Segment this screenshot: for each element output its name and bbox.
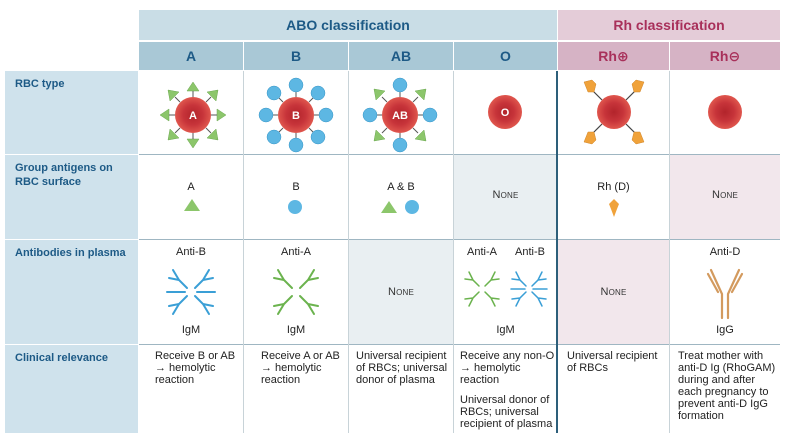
antigen-ab-text: A & B: [387, 181, 415, 193]
rbc-ab-cell: AB: [362, 77, 438, 153]
column-header-a: A: [139, 42, 243, 70]
row-label-rbc-type-text: RBC type: [15, 78, 65, 90]
anti-a-antibody-small-icon: [464, 271, 500, 307]
row-label-antigens: Group antigens on RBC surface: [5, 155, 138, 239]
row-label-rbc-type: RBC type: [5, 71, 138, 154]
row-divider-1: [139, 154, 780, 155]
abo-classification-header: ABO classification: [139, 10, 557, 40]
antibody-o-name-2: Anti-B: [515, 246, 545, 258]
column-header-ab-label: AB: [390, 48, 412, 64]
antibody-rh-negative-class: IgG: [716, 324, 734, 336]
anti-b-antibody-small-icon: [510, 271, 548, 307]
column-header-b: B: [244, 42, 348, 70]
abo-classification-title: ABO classification: [286, 17, 410, 33]
igg-antibody-icon: [706, 268, 744, 320]
antigen-a-triangles: [159, 81, 227, 149]
antibody-o-class: IgM: [496, 324, 515, 336]
antigen-b-circle-icon: [288, 200, 302, 214]
antibody-b-class: IgM: [286, 324, 306, 336]
rbc-o-cell: O: [488, 95, 522, 129]
antibody-b-name: Anti-A: [281, 246, 311, 258]
antigen-d-shapes: [583, 79, 645, 145]
rh-classification-title: Rh classification: [613, 17, 725, 33]
antibody-ab-none: None: [387, 286, 415, 298]
antigen-a-triangle-icon: [184, 199, 200, 211]
anti-b-antibody-icon: [166, 269, 216, 315]
row-label-antibodies-text: Antibodies in plasma: [15, 247, 126, 259]
rbc-b-cell: B: [258, 77, 334, 153]
col-divider-5: [669, 71, 670, 433]
row-label-antibodies: Antibodies in plasma: [5, 240, 138, 344]
anti-a-antibody-icon: [273, 269, 319, 315]
column-header-ab: AB: [349, 42, 453, 70]
cell-shade-ab-antibodies: [349, 240, 453, 344]
rh-classification-header: Rh classification: [558, 10, 780, 40]
col-divider-2: [348, 71, 349, 433]
antigen-rh-negative-none: None: [711, 189, 739, 201]
clinical-rh-positive-text: Universal recipient of RBCs: [567, 350, 658, 374]
antibody-o-name-1: Anti-A: [467, 246, 497, 258]
row-divider-2: [139, 239, 780, 240]
antibody-rh-negative-name: Anti-D: [709, 246, 741, 258]
row-label-clinical: Clinical relevance: [5, 345, 138, 433]
cell-shade-rhneg-antigens: [670, 155, 780, 239]
column-header-b-label: B: [290, 48, 302, 64]
row-label-clinical-text: Clinical relevance: [15, 352, 108, 364]
clinical-o-text-1: Receive any non-O → hemolytic reaction: [460, 350, 555, 386]
column-header-rh-negative: Rh⊖: [670, 42, 780, 70]
column-header-a-label: A: [185, 48, 197, 64]
cell-shade-o-antigens: [454, 155, 557, 239]
clinical-ab-text: Universal recipient of RBCs; universal d…: [356, 350, 448, 386]
rbc-o-label: O: [501, 107, 510, 119]
rbc-a-cell: A: [159, 81, 227, 149]
clinical-a-text: Receive B or AB → hemolytic reaction: [155, 350, 236, 386]
antibody-a-name: Anti-B: [176, 246, 206, 258]
antigen-b-circles: [258, 77, 334, 153]
clinical-o-text-2: Universal donor of RBCs; universal recip…: [460, 394, 553, 430]
col-divider-3: [453, 71, 454, 433]
column-header-o: O: [454, 42, 557, 70]
antigen-o-none: None: [492, 189, 519, 201]
antibody-rh-positive-none: None: [600, 286, 627, 298]
rbc-rh-negative-cell: [708, 95, 742, 129]
rbc-rh-positive-cell: [583, 79, 645, 145]
rbc-ab-label: AB: [392, 110, 408, 122]
abo-rh-divider: [556, 71, 558, 433]
antigen-a-text: A: [187, 181, 195, 193]
antigen-ab-icons: [381, 200, 419, 214]
rbc-b-label: B: [292, 110, 300, 122]
rbc-a-label: A: [189, 110, 197, 122]
rbc-type-illustrations: A B: [159, 77, 742, 153]
cell-shade-rhpos-antibodies: [558, 240, 669, 344]
column-header-rh-negative-label: Rh⊖: [709, 47, 741, 64]
col-divider-1: [243, 71, 244, 433]
clinical-b-text: Receive A or AB → hemolytic reaction: [261, 350, 340, 386]
row-label-antigens-text: Group antigens on RBC surface: [15, 162, 113, 188]
antibody-a-class: IgM: [181, 324, 201, 336]
antigen-b-text: B: [292, 181, 300, 193]
antigen-rh-positive-text: Rh (D): [597, 181, 630, 193]
column-header-rh-positive: Rh⊕: [558, 42, 669, 70]
clinical-rh-negative-text: Treat mother with anti-D Ig (RhoGAM) dur…: [678, 350, 776, 422]
antigen-d-icon: [609, 199, 619, 217]
column-header-rh-positive-label: Rh⊕: [598, 47, 629, 64]
row-divider-3: [139, 344, 780, 345]
column-header-o-label: O: [500, 48, 511, 64]
